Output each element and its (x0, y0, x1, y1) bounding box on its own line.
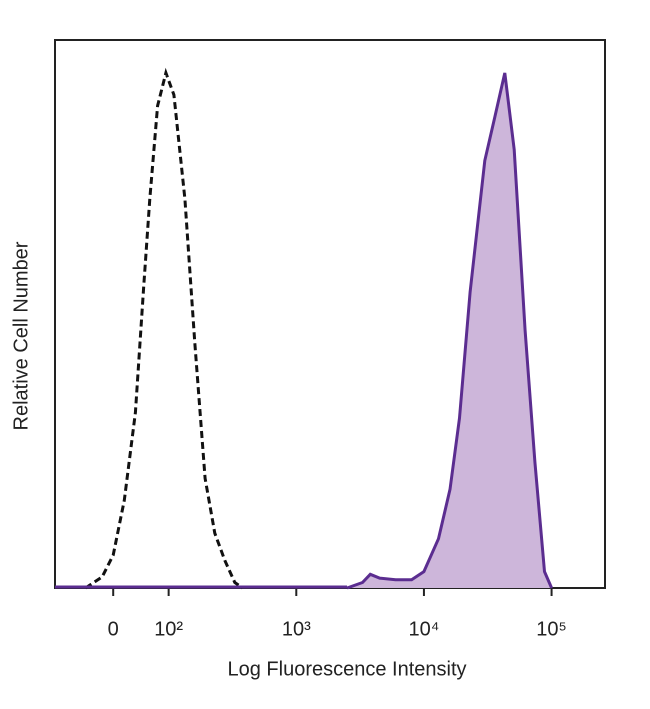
x-tick-label: 0 (108, 618, 119, 640)
y-axis-label: Relative Cell Number (10, 241, 32, 430)
x-tick-label: 10⁴ (409, 618, 440, 640)
histogram-area (347, 72, 552, 588)
x-tick-label: 10³ (282, 618, 311, 640)
histogram-line (346, 72, 553, 590)
x-tick-label: 10⁵ (536, 618, 567, 640)
x-axis-label: Log Fluorescence Intensity (227, 658, 466, 680)
x-tick-label: 10² (154, 618, 183, 640)
histogram-line (84, 67, 244, 590)
